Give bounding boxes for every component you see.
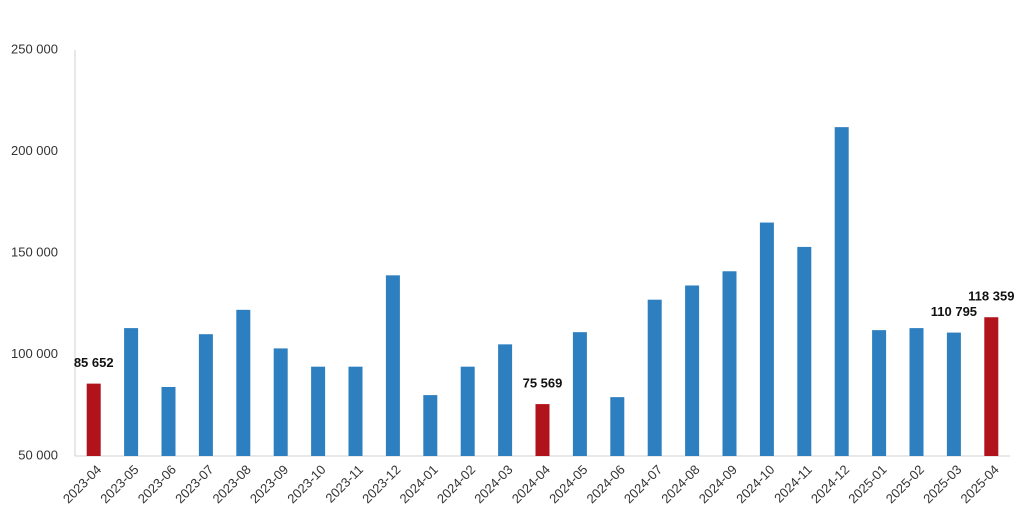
bar [946,332,961,456]
bar [348,366,363,456]
bar [909,328,924,456]
bar [797,246,812,456]
x-tick-label: 2023-11 [322,462,366,506]
bar [385,275,400,456]
value-label: 75 569 [523,376,563,391]
x-tick-label: 2024-03 [471,462,515,506]
x-tick-label: 2024-09 [696,462,740,506]
x-tick-label: 2023-09 [247,462,291,506]
x-tick-label: 2023-10 [284,462,328,506]
x-tick-label: 2023-06 [135,462,179,506]
value-label: 110 795 [931,304,977,319]
value-label: 118 359 [968,289,1014,304]
x-tick-label: 2024-12 [808,462,852,506]
x-tick-label: 2025-03 [920,462,964,506]
value-label: 85 652 [74,355,114,370]
bar [423,395,438,456]
bar [236,309,251,456]
x-tick-label: 2024-07 [621,462,665,506]
x-tick-label: 2024-04 [509,462,553,506]
y-tick-label: 50 000 [18,447,58,462]
x-tick-label: 2024-10 [733,462,777,506]
y-tick-label: 100 000 [11,346,58,361]
x-tick-label: 2024-01 [397,462,441,506]
bar [610,397,625,456]
x-tick-label: 2023-12 [359,462,403,506]
y-tick-label: 150 000 [11,244,58,259]
bar [759,222,774,456]
bar [834,127,849,456]
x-tick-label: 2024-06 [584,462,628,506]
bar [273,348,288,456]
x-tick-label: 2024-11 [771,462,815,506]
x-tick-label: 2025-02 [883,462,927,506]
bar [872,330,887,456]
x-tick-label: 2023-07 [172,462,216,506]
x-tick-label: 2024-05 [546,462,590,506]
x-tick-label: 2023-04 [60,462,104,506]
bar [722,271,737,456]
x-tick-label: 2023-08 [210,462,254,506]
bar [161,386,176,456]
bar [498,344,513,456]
x-tick-label: 2025-04 [958,462,1002,506]
bar [984,317,999,456]
bar [198,334,213,456]
y-tick-label: 200 000 [11,143,58,158]
x-tick-label: 2023-05 [97,462,141,506]
bar [86,383,101,456]
x-tick-label: 2024-08 [658,462,702,506]
bar [535,404,550,456]
x-tick-label: 2025-01 [845,462,889,506]
bar [572,332,587,456]
bar [685,285,700,456]
bar [460,366,475,456]
x-tick-label: 2024-02 [434,462,478,506]
bar [647,299,662,456]
bar [124,328,139,456]
y-tick-label: 250 000 [11,41,58,56]
bar [311,366,326,456]
